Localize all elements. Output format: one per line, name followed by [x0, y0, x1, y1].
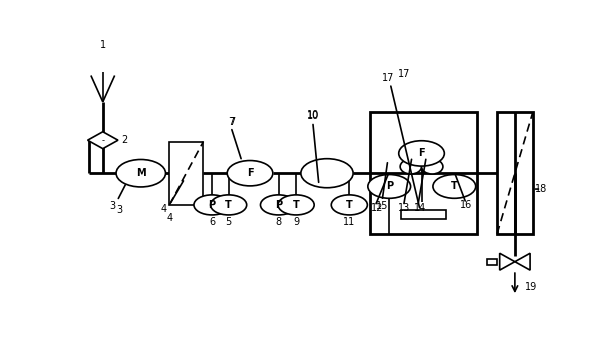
Bar	[487, 259, 497, 264]
Text: P: P	[275, 200, 282, 210]
Text: 12: 12	[371, 203, 384, 213]
Text: 6: 6	[209, 217, 215, 227]
Text: 5: 5	[226, 217, 232, 227]
Text: T: T	[451, 181, 458, 191]
Text: 2: 2	[121, 135, 128, 145]
Text: 19: 19	[525, 282, 538, 292]
Text: 9: 9	[293, 217, 299, 227]
Text: 8: 8	[275, 217, 281, 227]
Text: 15: 15	[376, 201, 388, 211]
Circle shape	[211, 195, 246, 215]
Text: 4: 4	[161, 204, 167, 214]
Circle shape	[368, 175, 411, 198]
Text: 3: 3	[109, 201, 115, 211]
Text: 11: 11	[343, 217, 356, 227]
Circle shape	[301, 159, 353, 188]
Text: 4: 4	[166, 213, 172, 223]
Polygon shape	[500, 253, 515, 270]
Text: 14: 14	[414, 203, 426, 213]
Circle shape	[116, 159, 166, 187]
Circle shape	[433, 175, 476, 198]
Text: P: P	[208, 200, 216, 210]
Text: T: T	[225, 200, 232, 210]
Bar	[401, 210, 446, 220]
Text: 3: 3	[116, 205, 123, 215]
Text: 10: 10	[306, 110, 319, 120]
Polygon shape	[515, 253, 530, 270]
Ellipse shape	[422, 159, 443, 174]
Text: 16: 16	[460, 200, 472, 210]
Text: 13: 13	[398, 203, 411, 213]
Bar	[370, 113, 477, 234]
Bar	[497, 113, 533, 234]
Text: 7: 7	[228, 117, 234, 127]
Text: 7: 7	[229, 117, 235, 127]
Text: T: T	[293, 200, 300, 210]
Text: 1: 1	[100, 40, 106, 50]
Text: 10: 10	[306, 111, 319, 121]
Text: P: P	[386, 181, 393, 191]
Text: T: T	[346, 200, 352, 210]
Circle shape	[194, 195, 230, 215]
Text: 17: 17	[382, 73, 394, 83]
Text: F: F	[246, 168, 253, 178]
Text: 18: 18	[535, 184, 547, 194]
Text: M: M	[136, 168, 145, 178]
Bar	[169, 142, 204, 205]
Circle shape	[278, 195, 314, 215]
Circle shape	[331, 195, 367, 215]
Text: 17: 17	[398, 69, 411, 79]
Circle shape	[227, 161, 273, 186]
Circle shape	[261, 195, 297, 215]
Text: -: -	[101, 136, 104, 145]
Polygon shape	[88, 132, 118, 149]
Text: F: F	[418, 149, 425, 158]
Circle shape	[398, 141, 444, 166]
Ellipse shape	[400, 159, 422, 174]
